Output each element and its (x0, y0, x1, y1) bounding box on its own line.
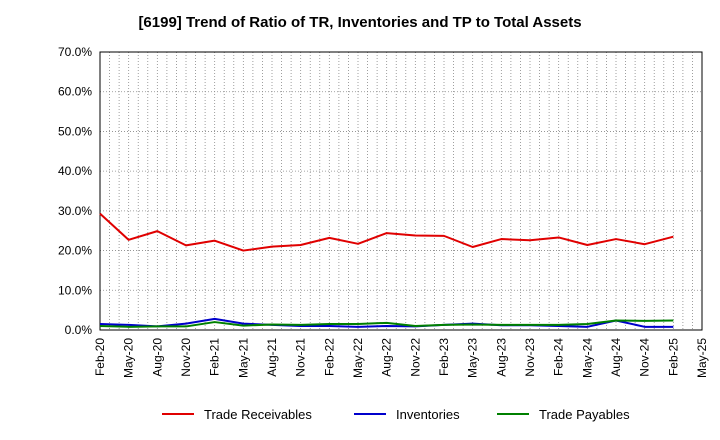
x-tick-label: May-24 (580, 338, 594, 378)
y-tick-label: 30.0% (58, 204, 92, 218)
series-line-inventories (99, 317, 674, 328)
y-tick-label: 70.0% (58, 45, 92, 59)
x-tick-label: Feb-24 (552, 338, 566, 376)
x-tick-label: Aug-20 (150, 338, 164, 377)
plot-area (100, 52, 702, 330)
x-tick-label: Feb-22 (322, 338, 336, 376)
x-tick-label: Aug-21 (265, 338, 279, 377)
y-tick-label: 10.0% (58, 283, 92, 297)
x-tick-label: Feb-23 (437, 338, 451, 376)
x-tick-label: Aug-24 (609, 338, 623, 377)
x-tick-label: Feb-25 (666, 338, 680, 376)
plot-border (99, 51, 703, 331)
y-tick-label: 40.0% (58, 164, 92, 178)
chart-title: [6199] Trend of Ratio of TR, Inventories… (138, 14, 582, 31)
y-tick-label: 60.0% (58, 85, 92, 99)
x-tick-label: May-21 (236, 338, 250, 378)
x-tick-label: Feb-21 (208, 338, 222, 376)
x-tick-label: May-20 (122, 338, 136, 378)
x-tick-label: Nov-24 (638, 338, 652, 377)
legend-label: Inventories (396, 407, 460, 422)
y-tick-label: 20.0% (58, 244, 92, 258)
x-tick-label: May-23 (466, 338, 480, 378)
x-tick-label: Nov-21 (294, 338, 308, 377)
x-tick-label: Nov-23 (523, 338, 537, 377)
x-tick-label: May-22 (351, 338, 365, 378)
x-tick-label: Nov-22 (408, 338, 422, 377)
x-tick-label: Aug-22 (380, 338, 394, 377)
x-tick-label: Nov-20 (179, 338, 193, 377)
legend-label: Trade Receivables (204, 407, 312, 422)
series-line-trade-payables (99, 319, 674, 328)
x-tick-label: May-25 (695, 338, 709, 378)
x-tick-label: Aug-23 (494, 338, 508, 377)
x-tick-label: Feb-20 (93, 338, 107, 376)
series-line-trade-receivables (99, 212, 674, 252)
legend-label: Trade Payables (539, 407, 630, 422)
y-tick-label: 0.0% (65, 323, 93, 337)
y-tick-label: 50.0% (58, 124, 92, 138)
